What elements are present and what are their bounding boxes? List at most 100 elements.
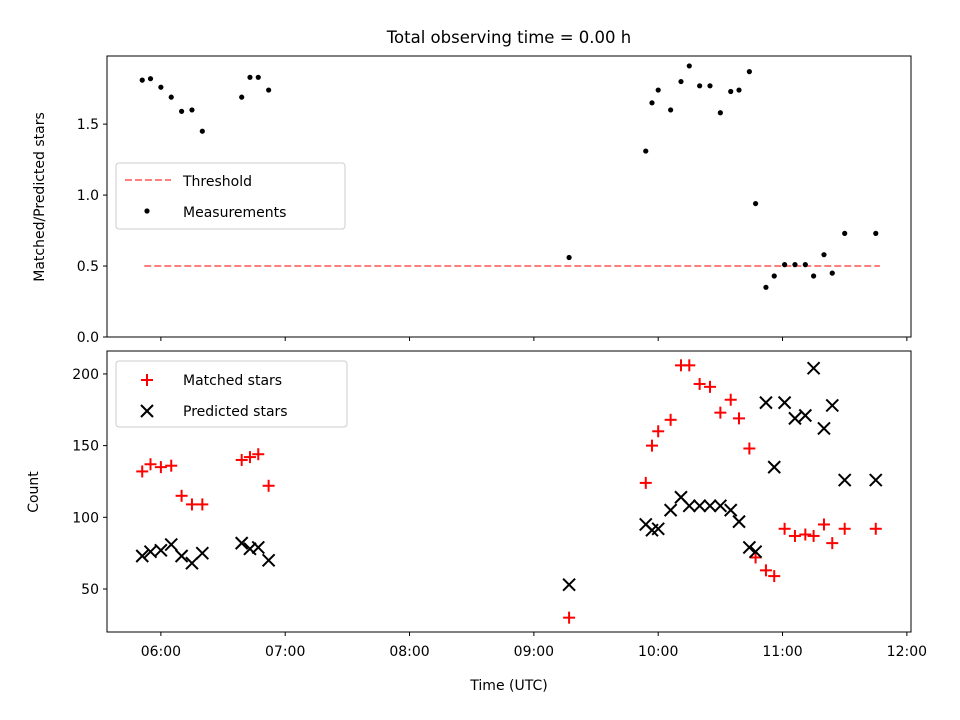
- matched-star-point: [664, 413, 677, 426]
- predicted-star-point: [174, 549, 189, 563]
- matched-star-point: [683, 359, 696, 372]
- predicted-star-point: [682, 499, 696, 513]
- bottom-legend-box: [115, 360, 348, 428]
- measurement-point: [686, 63, 692, 69]
- matched-star-point: [645, 439, 658, 452]
- matched-star-point: [817, 518, 830, 531]
- measurement-point: [811, 273, 817, 279]
- matched-legend-label: Matched stars: [183, 373, 282, 389]
- top-plot-area: 0.0 0.5 1.0 1.5 Matched/Predicted stars Thr…: [32, 55, 912, 346]
- matched-star-point: [175, 489, 188, 502]
- bottom-plot-frame: [106, 350, 912, 633]
- measurement-point: [707, 83, 713, 89]
- top-y-ticks: 0.0 0.5 1.0 1.5: [77, 117, 107, 346]
- measurement-point: [643, 148, 649, 154]
- matched-star-point: [714, 406, 727, 419]
- measurement-point: [792, 262, 798, 268]
- predicted-star-point: [651, 522, 665, 536]
- measurement-point: [678, 78, 684, 85]
- matched-star-point: [869, 522, 882, 535]
- predicted-star-point: [234, 536, 249, 550]
- top-legend: Threshold Measurements: [115, 162, 346, 230]
- matched-star-point: [693, 377, 706, 390]
- top-plot-frame: [106, 55, 912, 338]
- bottom-y-tick-label: 100: [72, 510, 99, 526]
- measurement-point: [781, 262, 788, 268]
- bottom-y-tick-label: 50: [81, 582, 99, 598]
- measurement-point: [763, 284, 769, 290]
- predicted-star-point: [817, 421, 831, 436]
- measurement-point: [239, 94, 245, 100]
- measurement-point: [736, 87, 742, 93]
- predicted-star-point: [748, 545, 763, 559]
- predicted-star-point: [732, 514, 746, 529]
- measurement-point: [247, 74, 253, 80]
- bottom-x-ticks: 06:00 07:00 08:00 09:00 10:00 11:00 12:00: [141, 632, 927, 660]
- bottom-plot-area: 50 100 150 200 06:00 07:00 08:00 09:00 10:00 11:…: [26, 350, 927, 694]
- predicted-star-point: [164, 537, 178, 552]
- predicted-star-point: [798, 408, 813, 423]
- predicted-stars-points: [135, 361, 883, 592]
- predicted-star-point: [788, 411, 802, 426]
- matched-star-point: [252, 448, 265, 461]
- predicted-star-point: [154, 543, 168, 557]
- predicted-star-point: [692, 499, 707, 513]
- predicted-star-point: [713, 499, 728, 513]
- measurement-point: [752, 200, 759, 207]
- measurement-point: [178, 108, 185, 114]
- x-tick-label: 07:00: [265, 644, 305, 660]
- measurement-point: [566, 254, 572, 261]
- matched-star-point: [733, 412, 746, 425]
- bottom-y-tick-label: 200: [72, 367, 99, 383]
- predicted-star-point: [562, 577, 576, 592]
- matched-star-point: [154, 461, 167, 474]
- bottom-y-ticks: 50 100 150 200: [72, 367, 107, 598]
- matched-star-point: [243, 451, 256, 464]
- measurement-point: [717, 110, 723, 116]
- matched-star-point: [838, 522, 851, 535]
- threshold-legend-label: Threshold: [182, 174, 252, 190]
- x-tick-label: 08:00: [389, 644, 429, 660]
- bottom-y-axis-label: Count: [26, 471, 42, 513]
- matched-star-point: [759, 564, 772, 577]
- matched-star-point: [144, 458, 157, 471]
- measurement-point: [842, 230, 848, 236]
- top-y-tick-label: 0.0: [77, 330, 99, 346]
- x-tick-label: 11:00: [762, 644, 802, 660]
- measurement-point: [147, 76, 154, 82]
- predicted-star-point: [703, 499, 717, 513]
- x-tick-label: 06:00: [141, 644, 181, 660]
- measurement-point: [266, 87, 272, 93]
- matched-star-point: [724, 393, 737, 406]
- top-x-ticks: [160, 337, 908, 341]
- matched-star-point: [704, 380, 716, 393]
- top-y-tick-label: 1.5: [77, 117, 99, 133]
- measurement-point: [139, 77, 145, 83]
- predicted-star-point: [185, 556, 199, 570]
- matched-star-point: [639, 476, 652, 489]
- matched-star-point: [749, 551, 762, 564]
- measurement-point: [802, 262, 808, 268]
- matched-star-point: [826, 537, 839, 550]
- predicted-star-point: [195, 546, 210, 560]
- matched-star-point: [262, 479, 275, 492]
- matched-legend-swatch: [141, 374, 153, 386]
- predicted-legend-label: Predicted stars: [183, 404, 288, 420]
- top-y-axis-label: Matched/Predicted stars: [32, 112, 48, 282]
- matched-star-point: [235, 453, 248, 466]
- measurements-legend-swatch: [144, 208, 150, 214]
- matched-star-point: [185, 498, 198, 511]
- measurement-point: [746, 69, 752, 75]
- measurement-point: [655, 87, 661, 93]
- measurement-point: [829, 270, 835, 276]
- predicted-star-point: [724, 503, 738, 517]
- matched-star-point: [799, 528, 812, 541]
- x-tick-label: 12:00: [887, 644, 927, 660]
- matched-star-point: [563, 611, 576, 624]
- top-y-tick-label: 0.5: [77, 259, 99, 275]
- matched-star-point: [165, 459, 178, 472]
- matched-star-point: [788, 529, 801, 542]
- predicted-star-point: [837, 473, 852, 487]
- predicted-star-point: [777, 395, 792, 410]
- predicted-star-point: [759, 395, 773, 410]
